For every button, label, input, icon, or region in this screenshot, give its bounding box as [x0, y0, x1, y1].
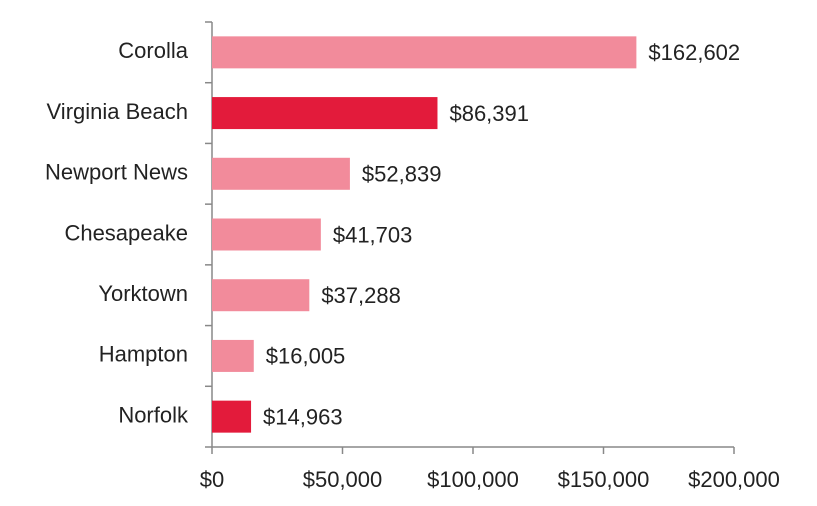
value-label: $41,703 — [333, 222, 413, 247]
y-tick-label: Virginia Beach — [47, 99, 188, 124]
x-tick-label: $150,000 — [558, 467, 650, 492]
y-tick-label: Corolla — [118, 38, 188, 63]
x-tick-label: $50,000 — [303, 467, 383, 492]
y-tick-label: Newport News — [45, 160, 188, 185]
bar — [212, 97, 438, 130]
y-tick-label: Norfolk — [118, 402, 189, 427]
value-label: $162,602 — [648, 40, 740, 65]
y-tick-label: Hampton — [99, 342, 188, 367]
x-tick-label: $0 — [200, 467, 224, 492]
bar — [212, 400, 252, 433]
value-label: $37,288 — [321, 283, 401, 308]
value-label: $16,005 — [266, 344, 346, 369]
bar — [212, 157, 350, 190]
value-label: $14,963 — [263, 404, 343, 429]
bar — [212, 339, 254, 372]
bar — [212, 218, 321, 251]
bar — [212, 36, 637, 69]
x-tick-label: $200,000 — [688, 467, 780, 492]
value-label: $86,391 — [449, 101, 529, 126]
value-label: $52,839 — [362, 162, 442, 187]
y-tick-label: Chesapeake — [64, 220, 188, 245]
y-tick-label: Yorktown — [98, 281, 188, 306]
bar — [212, 279, 310, 312]
x-tick-label: $100,000 — [427, 467, 519, 492]
